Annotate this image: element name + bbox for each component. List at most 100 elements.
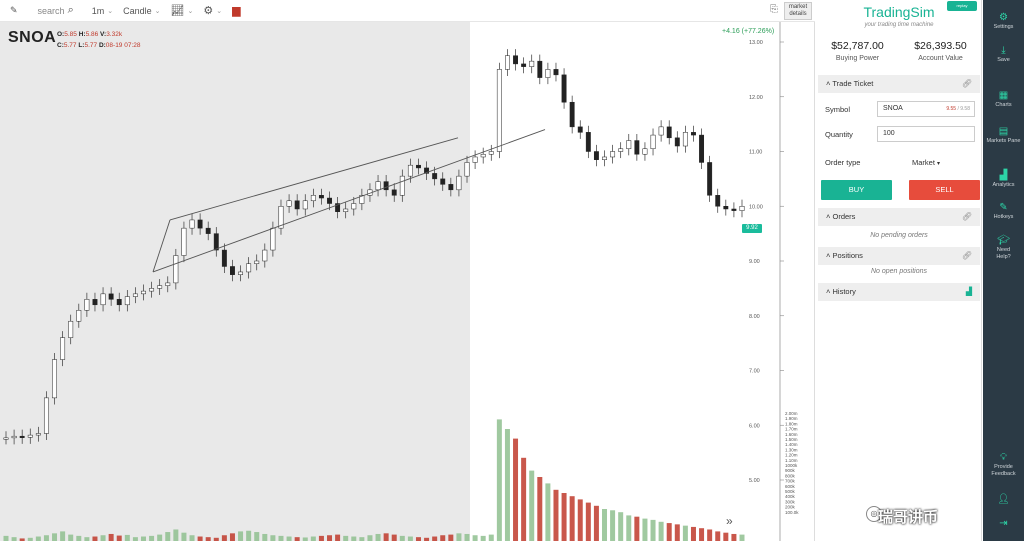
candle-body: [294, 200, 300, 210]
chevron-up-icon: ˄: [826, 251, 831, 260]
volume-bar: [521, 457, 527, 541]
volume-bar: [464, 533, 470, 541]
link-icon[interactable]: 🔗︎: [961, 79, 972, 88]
buy-button[interactable]: BUY: [821, 180, 892, 200]
volume-bar: [11, 537, 17, 541]
volume-bar: [375, 533, 381, 541]
volume-bar: [496, 419, 502, 541]
search-input[interactable]: search: [37, 5, 65, 16]
order-type-value: Market: [912, 158, 935, 167]
symbol-input[interactable]: SNOA 9.55 / 9.58: [877, 101, 975, 117]
volume-bar: [577, 499, 583, 541]
candle-body: [197, 219, 203, 229]
volume-bar: [27, 537, 33, 541]
draw-tool-button[interactable]: ✎: [10, 5, 18, 15]
candle-body: [246, 263, 252, 273]
volume-bar: [100, 535, 106, 541]
candle-body: [76, 310, 82, 322]
candle-body: [221, 249, 227, 267]
volume-bar: [739, 534, 745, 541]
candle-body: [254, 260, 260, 264]
candle-body: [529, 60, 535, 67]
candle-body: [100, 293, 106, 306]
orders-header[interactable]: ˄ Orders 🔗︎: [818, 208, 980, 226]
candle-body: [707, 162, 713, 196]
volume-tick-label: 900k: [785, 468, 796, 473]
candle-body: [165, 282, 171, 286]
positions-header[interactable]: ˄ Positions 🔗︎: [818, 247, 980, 265]
candle-body: [513, 55, 518, 65]
sidebar-item-feedback[interactable]: 💡︎ Provide Feedback: [983, 452, 1024, 477]
watermark-logo-icon: ◎: [866, 506, 882, 522]
attachment-icon[interactable]: ⎘: [770, 4, 778, 15]
chevron-up-icon: ˄: [826, 79, 831, 88]
sidebar-item-hotkeys[interactable]: ✎ Hotkeys: [983, 202, 1024, 221]
caret-down-icon: ▾: [937, 161, 941, 167]
volume-bar: [699, 528, 705, 541]
stats-icon[interactable]: ▟: [965, 287, 972, 296]
order-type-select[interactable]: Market ▾: [912, 158, 940, 167]
search-icon: ⌕: [67, 4, 74, 16]
volume-tick-label: 500k: [785, 489, 796, 494]
sidebar-item-label: Analytics: [992, 182, 1015, 188]
history-header[interactable]: ˄ History ▟: [818, 283, 980, 301]
chart-settings-button[interactable]: ⚙ ⌄: [203, 4, 222, 17]
market-details-button[interactable]: market details: [784, 2, 812, 20]
history-label: History: [832, 287, 856, 296]
quantity-input[interactable]: 100: [877, 126, 975, 142]
open-label: O:: [57, 31, 65, 38]
candle-body: [723, 206, 729, 210]
price-tick-label: 13.00: [749, 40, 763, 46]
trade-ticket-header[interactable]: ˄ Trade Ticket 🔗︎: [818, 75, 980, 93]
volume-bar: [140, 536, 146, 541]
volume-bar: [52, 533, 58, 541]
indicators-button[interactable]: 📈︎ ⌄: [171, 4, 194, 17]
sidebar-item-analytics[interactable]: ▟ Analytics: [983, 170, 1024, 189]
candle-body: [569, 101, 575, 128]
candle-body: [43, 397, 49, 434]
edit-icon: ✎: [999, 202, 1008, 213]
positions-label: Positions: [832, 251, 863, 260]
link-icon[interactable]: 🔗︎: [961, 251, 972, 260]
chevron-up-icon: ˄: [826, 212, 831, 221]
interval-select[interactable]: 1m ⌄: [92, 6, 113, 16]
volume-bar: [666, 523, 672, 541]
link-icon[interactable]: 🔗︎: [961, 212, 972, 221]
volume-bar: [246, 530, 252, 541]
volume-bar: [707, 529, 713, 541]
sell-button[interactable]: SELL: [909, 180, 980, 200]
volume-tick-label: 100.0k: [785, 510, 799, 515]
candle-body: [610, 151, 616, 158]
volume-bars: [3, 419, 745, 541]
sidebar-item-logout[interactable]: ⇥: [983, 518, 1024, 530]
volume-tick-label: 2.00m: [785, 411, 798, 416]
candle-body: [359, 195, 365, 204]
sidebar-item-help[interactable]: 🎓︎ Need Help?: [983, 235, 1024, 260]
volume-bar: [456, 533, 462, 541]
chart-type-select[interactable]: Candle ⌄: [123, 6, 160, 16]
volume-bar: [359, 537, 365, 541]
symbol-search[interactable]: search ⌕: [38, 4, 74, 17]
volume-bar: [262, 533, 268, 541]
sidebar-item-charts[interactable]: ▦ Charts: [983, 90, 1024, 109]
account-value: $26,393.50 Account Value: [899, 40, 982, 62]
candle-body: [157, 285, 163, 289]
volume-bar: [488, 534, 494, 541]
price-chart[interactable]: 13.00 12.00 11.00 10.00 9.00 8.00 7.00 6.00 5.00…: [0, 22, 815, 541]
candle-body: [327, 197, 332, 204]
line-chart-icon: 📈︎: [170, 5, 185, 17]
analytics-icon: ▟: [999, 170, 1008, 181]
chart-panel[interactable]: ✎ search ⌕ 1m ⌄ Candle ⌄ 📈︎ ⌄ ⚙ ⌄: [0, 0, 815, 541]
volume-bar: [149, 535, 155, 541]
sidebar-item-settings[interactable]: ⚙ Settings: [983, 12, 1024, 31]
sidebar-item-profile[interactable]: 👤︎: [983, 494, 1024, 506]
fast-forward-icon[interactable]: »: [726, 514, 733, 528]
volume-bar: [674, 524, 680, 541]
sidebar-item-save[interactable]: ⤓ Save: [983, 45, 1024, 64]
tagline: your trading time machine: [864, 22, 934, 28]
volume-bars-button[interactable]: ▆: [232, 4, 240, 17]
candle-body: [181, 227, 187, 256]
volume-tick-label: 800k: [785, 473, 796, 478]
volume-bar: [19, 538, 25, 541]
sidebar-item-markets-pane[interactable]: ▤ Markets Pane: [983, 126, 1024, 145]
